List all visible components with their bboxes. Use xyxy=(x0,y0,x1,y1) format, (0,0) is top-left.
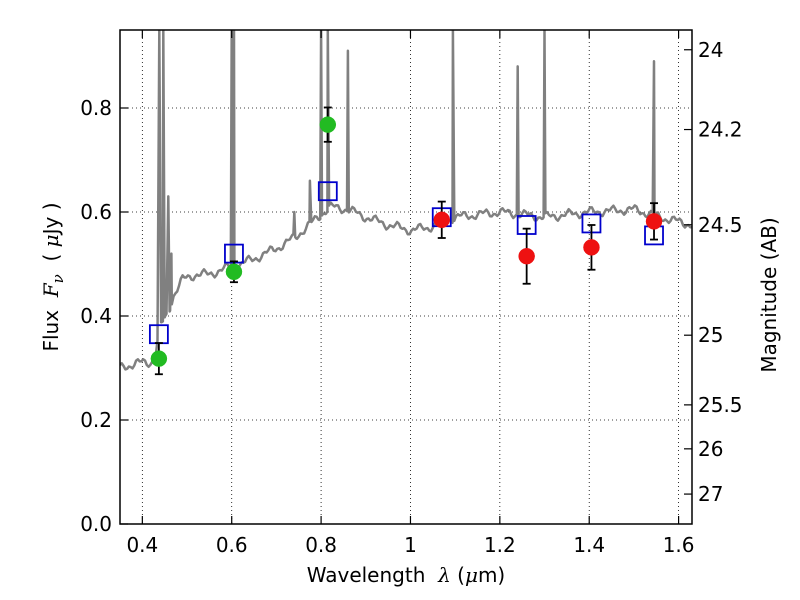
optical-photometry-marker xyxy=(150,350,168,367)
x-tick-label: 1 xyxy=(404,533,417,557)
y-tick-label: 0.6 xyxy=(80,200,112,224)
y2-tick-label: 25 xyxy=(698,323,723,347)
x-tick-label: 0.6 xyxy=(216,533,248,557)
y2-axis-label: Magnitude (AB) xyxy=(757,217,781,372)
y2-tick-label: 24.5 xyxy=(698,213,743,237)
model-photometry-marker xyxy=(148,324,169,345)
x-tick-label: 0.8 xyxy=(305,533,337,557)
model-photometry-marker xyxy=(317,181,338,202)
x-tick-label: 0.4 xyxy=(126,533,158,557)
spectrum-line xyxy=(120,30,692,371)
y-tick-label: 0.0 xyxy=(80,512,112,536)
y-tick-label: 0.2 xyxy=(80,408,112,432)
plot-frame xyxy=(119,29,693,525)
x-tick-label: 1.2 xyxy=(484,533,516,557)
y2-tick-label: 25.5 xyxy=(698,393,743,417)
near-infrared-photometry-marker xyxy=(645,213,663,230)
grid xyxy=(120,30,692,525)
optical-photometry-marker xyxy=(225,263,243,281)
y2-tick-label: 24.2 xyxy=(698,118,743,142)
y-tick-label: 0.4 xyxy=(80,304,112,328)
spectrum-layer xyxy=(120,30,692,371)
x-tick-label: 1.4 xyxy=(573,533,605,557)
optical-photometry-marker xyxy=(319,116,337,133)
near-infrared-photometry-marker xyxy=(518,247,535,265)
near-infrared-photometry-marker xyxy=(583,239,600,256)
ticks: 0.4 0.6 0.8 1 1.2 1.4 1.6 0.0 0.2 0.4 0.6 0.8 24 24.2… xyxy=(80,30,743,557)
y2-tick-label: 26 xyxy=(698,437,723,461)
x-tick-label: 1.6 xyxy=(663,533,695,557)
y2-tick-label: 27 xyxy=(698,482,723,506)
marker-layer xyxy=(148,106,664,376)
x-axis-label: Wavelength λ (μm) xyxy=(307,563,506,587)
y-axis-label: Flux Fν ( μJy ) xyxy=(39,202,67,351)
y2-tick-label: 24 xyxy=(698,38,723,62)
near-infrared-photometry-marker xyxy=(433,211,450,229)
y-tick-label: 0.8 xyxy=(80,96,112,120)
